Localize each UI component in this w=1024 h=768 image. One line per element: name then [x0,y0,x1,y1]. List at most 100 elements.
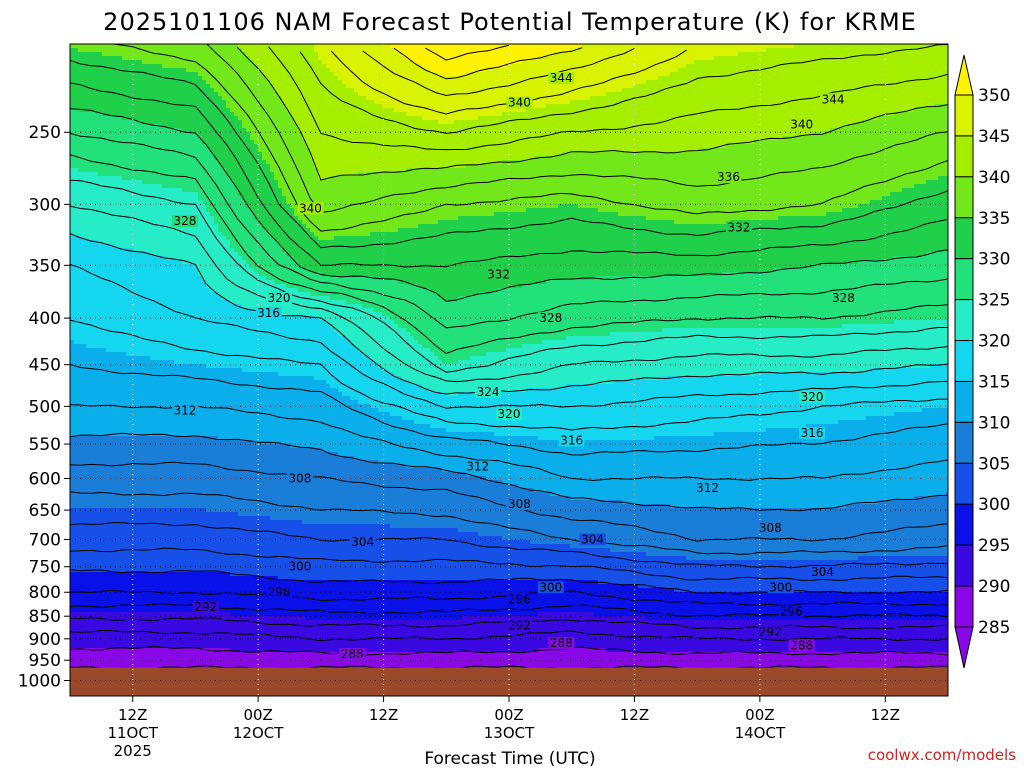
field-cell [282,80,287,85]
field-cell [930,100,935,105]
field-cell [98,100,103,105]
field-cell [370,52,375,57]
field-cell [894,96,899,101]
field-cell [654,80,659,85]
field-cell [138,84,143,89]
field-cell [614,88,619,93]
field-cell [862,96,867,101]
field-cell [94,92,99,97]
field-cell [694,64,699,69]
field-cell [70,56,75,61]
field-cell [334,76,339,81]
field-cell [770,96,775,101]
field-cell [910,84,915,89]
field-cell [662,44,667,49]
field-cell [534,80,539,85]
field-cell [226,48,231,53]
field-cell [106,44,111,49]
field-cell [518,68,523,73]
field-cell [654,100,659,105]
field-cell [690,68,695,73]
field-cell [642,100,647,105]
field-cell [862,80,867,85]
field-cell [210,108,215,113]
field-cell [790,72,795,77]
field-cell [334,104,339,109]
field-cell [186,104,191,109]
field-cell [630,80,635,85]
field-cell [914,92,919,97]
field-cell [134,104,139,109]
field-cell [438,100,443,105]
field-cell [462,44,467,49]
field-cell [134,92,139,97]
field-cell [762,76,767,81]
field-cell [90,100,95,105]
field-cell [486,92,491,97]
field-cell [606,100,611,105]
field-cell [194,48,199,53]
field-cell [918,56,923,61]
field-cell [258,48,263,53]
field-cell [394,60,399,65]
field-cell [638,56,643,61]
field-cell [538,80,543,85]
field-cell [714,104,719,109]
field-cell [302,76,307,81]
field-cell [146,44,151,49]
field-cell [818,64,823,69]
field-cell [930,92,935,97]
field-cell [490,80,495,85]
field-cell [698,68,703,73]
field-cell [98,44,103,49]
field-cell [850,96,855,101]
field-cell [134,108,139,113]
field-cell [726,104,731,109]
field-cell [882,56,887,61]
field-cell [914,56,919,61]
field-cell [894,52,899,57]
field-cell [338,64,343,69]
field-cell [606,52,611,57]
field-cell [674,100,679,105]
field-cell [198,76,203,81]
field-cell [162,56,167,61]
field-cell [574,76,579,81]
field-cell [670,72,675,77]
field-cell [86,72,91,77]
field-cell [206,72,211,77]
field-cell [726,64,731,69]
field-cell [94,76,99,81]
field-cell [862,60,867,65]
field-cell [910,68,915,73]
field-cell [786,84,791,89]
field-cell [530,64,535,69]
field-cell [658,84,663,89]
field-cell [286,60,291,65]
field-cell [94,60,99,65]
field-cell [102,44,107,49]
field-cell [358,52,363,57]
field-cell [762,92,767,97]
field-cell [590,56,595,61]
field-cell [486,80,491,85]
field-cell [586,92,591,97]
field-cell [234,48,239,53]
field-cell [562,108,567,113]
field-cell [426,52,431,57]
field-cell [630,92,635,97]
field-cell [282,92,287,97]
field-cell [358,64,363,69]
field-cell [186,44,191,49]
field-cell [718,108,723,113]
field-cell [646,80,651,85]
field-cell [546,104,551,109]
field-cell [702,84,707,89]
field-cell [554,44,559,49]
field-cell [826,44,831,49]
field-cell [194,68,199,73]
field-cell [698,60,703,65]
field-cell [714,68,719,73]
field-cell [870,52,875,57]
field-cell [166,60,171,65]
